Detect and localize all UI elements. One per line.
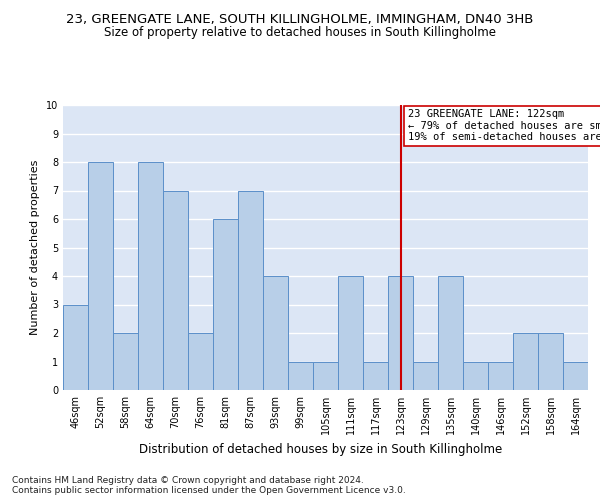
- Bar: [338, 276, 363, 390]
- Text: Contains HM Land Registry data © Crown copyright and database right 2024.
Contai: Contains HM Land Registry data © Crown c…: [12, 476, 406, 495]
- Bar: [363, 362, 388, 390]
- Bar: [288, 362, 313, 390]
- Text: Size of property relative to detached houses in South Killingholme: Size of property relative to detached ho…: [104, 26, 496, 39]
- Bar: [63, 304, 88, 390]
- Bar: [88, 162, 113, 390]
- Text: Distribution of detached houses by size in South Killingholme: Distribution of detached houses by size …: [139, 442, 503, 456]
- Bar: [538, 333, 563, 390]
- Bar: [163, 190, 188, 390]
- Bar: [488, 362, 513, 390]
- Bar: [188, 333, 213, 390]
- Y-axis label: Number of detached properties: Number of detached properties: [31, 160, 40, 335]
- Bar: [238, 190, 263, 390]
- Bar: [563, 362, 588, 390]
- Bar: [263, 276, 288, 390]
- Text: 23 GREENGATE LANE: 122sqm
← 79% of detached houses are smaller (53)
19% of semi-: 23 GREENGATE LANE: 122sqm ← 79% of detac…: [408, 110, 600, 142]
- Bar: [213, 219, 238, 390]
- Bar: [413, 362, 438, 390]
- Bar: [138, 162, 163, 390]
- Bar: [463, 362, 488, 390]
- Bar: [313, 362, 338, 390]
- Bar: [113, 333, 138, 390]
- Bar: [438, 276, 463, 390]
- Text: 23, GREENGATE LANE, SOUTH KILLINGHOLME, IMMINGHAM, DN40 3HB: 23, GREENGATE LANE, SOUTH KILLINGHOLME, …: [67, 12, 533, 26]
- Bar: [388, 276, 413, 390]
- Bar: [513, 333, 538, 390]
